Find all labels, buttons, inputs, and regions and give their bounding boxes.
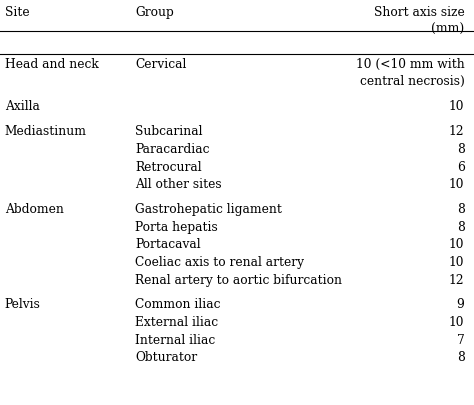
Text: 10: 10 (449, 256, 465, 269)
Text: 10: 10 (449, 238, 465, 252)
Text: Subcarinal: Subcarinal (135, 126, 202, 139)
Text: 10: 10 (449, 316, 465, 329)
Text: 12: 12 (449, 273, 465, 287)
Text: 8: 8 (456, 221, 465, 234)
Text: Mediastinum: Mediastinum (5, 126, 87, 139)
Text: 8: 8 (456, 351, 465, 364)
Text: 10: 10 (449, 100, 465, 113)
Text: 8: 8 (456, 203, 465, 216)
Text: Abdomen: Abdomen (5, 203, 64, 216)
Text: 6: 6 (456, 160, 465, 174)
Text: 9: 9 (456, 298, 465, 311)
Text: 8: 8 (456, 143, 465, 156)
Text: All other sites: All other sites (135, 178, 222, 191)
Text: Obturator: Obturator (135, 351, 197, 364)
Text: Axilla: Axilla (5, 100, 40, 113)
Text: Common iliac: Common iliac (135, 298, 220, 311)
Text: Renal artery to aortic bifurcation: Renal artery to aortic bifurcation (135, 273, 342, 287)
Text: Retrocural: Retrocural (135, 160, 202, 174)
Text: Coeliac axis to renal artery: Coeliac axis to renal artery (135, 256, 304, 269)
Text: 10: 10 (449, 178, 465, 191)
Text: Pelvis: Pelvis (5, 298, 41, 311)
Text: Group: Group (135, 6, 174, 19)
Text: 10 (<10 mm with
central necrosis): 10 (<10 mm with central necrosis) (356, 58, 465, 88)
Text: Gastrohepatic ligament: Gastrohepatic ligament (135, 203, 282, 216)
Text: Porta hepatis: Porta hepatis (135, 221, 218, 234)
Text: External iliac: External iliac (135, 316, 218, 329)
Text: Site: Site (5, 6, 29, 19)
Text: Short axis size
(mm): Short axis size (mm) (374, 6, 465, 36)
Text: 12: 12 (449, 126, 465, 139)
Text: Cervical: Cervical (135, 58, 186, 71)
Text: Portacaval: Portacaval (135, 238, 201, 252)
Text: 7: 7 (457, 334, 465, 347)
Text: Head and neck: Head and neck (5, 58, 99, 71)
Text: Internal iliac: Internal iliac (135, 334, 215, 347)
Text: Paracardiac: Paracardiac (135, 143, 210, 156)
